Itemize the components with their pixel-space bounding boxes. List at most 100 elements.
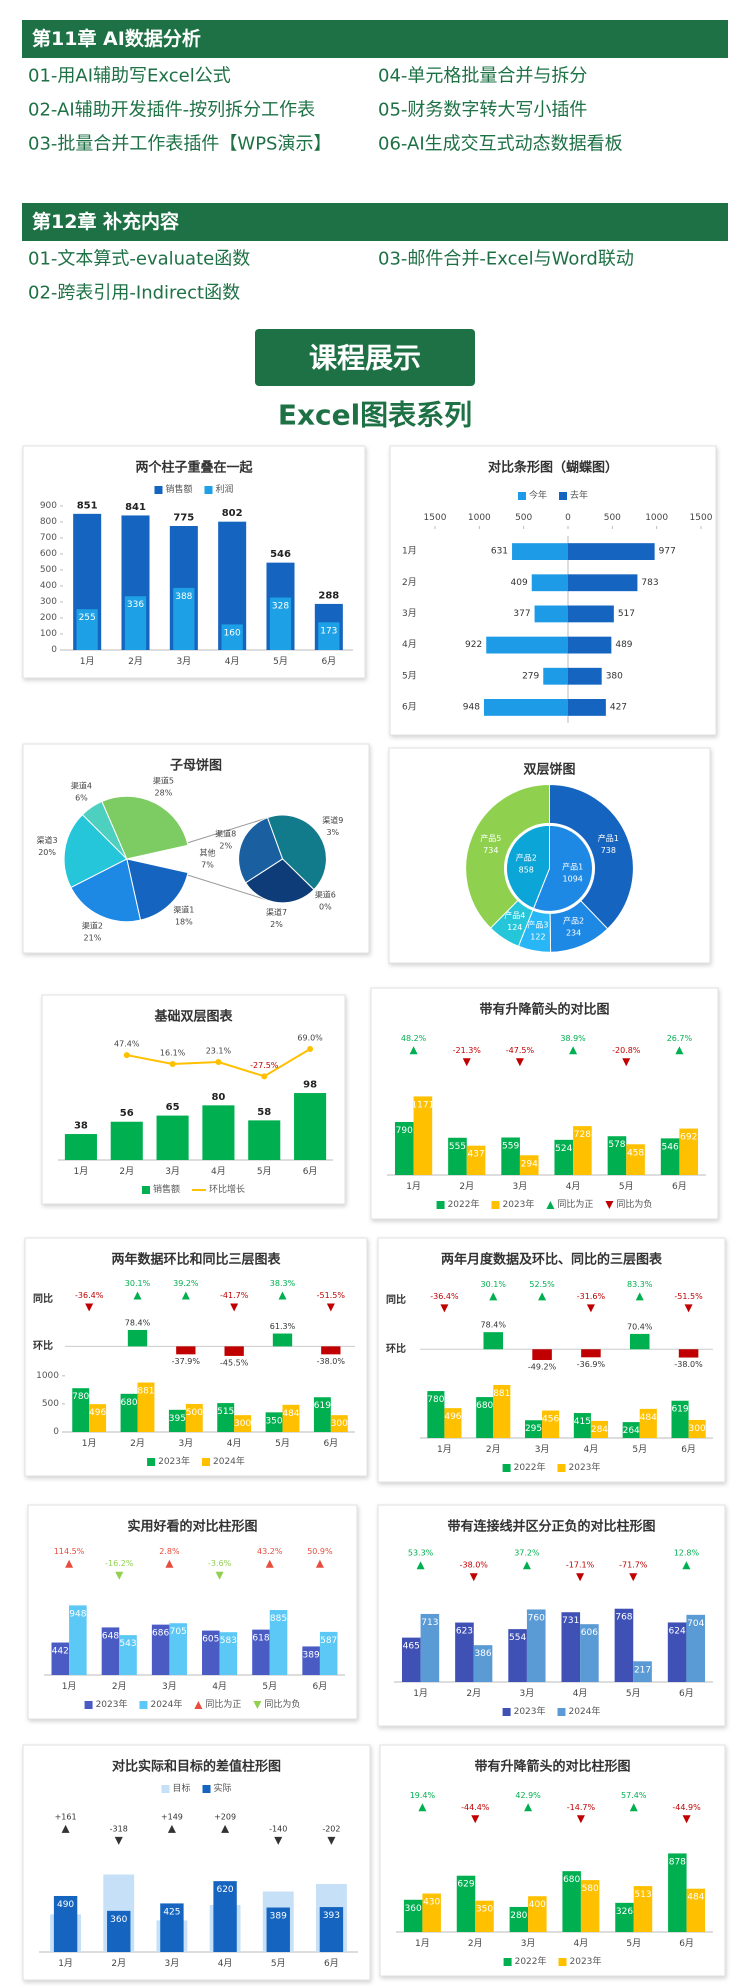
legend-label: 同比为正 [205,1698,241,1710]
chart-title: 带有升降箭头的对比图 [479,1002,609,1018]
value-label: 885 [270,1614,287,1624]
change-arrow [221,1824,230,1833]
bar [483,699,568,716]
bar [668,1853,687,1932]
chart-title: 对比条形图（蝴蝶图） [488,460,618,476]
value-label: 500 [186,1408,203,1418]
x-tick-label: 500 [604,513,621,523]
legend-label: 2024年 [213,1455,245,1467]
value-label: 680 [120,1398,137,1408]
x-tick-label: 1月 [62,1681,77,1692]
slice [63,813,128,889]
change-bar [483,1332,504,1350]
bar [615,1902,634,1932]
course-item: 06-AI生成交互式动态数据看板 [378,134,623,155]
change-label: -49.2% [528,1362,557,1371]
y-tick-label: 300 [40,597,57,607]
slice [266,814,327,891]
bar [444,1408,462,1438]
section-bar [22,20,728,58]
change-bar [532,1349,552,1360]
value-label: 790 [396,1126,413,1136]
bar [526,1609,546,1682]
course-item: 02-跨表引用-Indirect函数 [28,283,240,304]
x-tick-label: 6月 [681,1444,696,1455]
change-arrow [416,1561,425,1570]
legend-label: 今年 [529,489,547,501]
legend-swatch [253,1701,262,1709]
course-item: 01-用AI辅助写Excel公式 [28,66,231,87]
x-tick-label: 4月 [573,1688,588,1699]
bar [219,1632,238,1675]
x-tick-label: 3月 [165,1958,180,1969]
slice [126,858,189,921]
bar [580,1624,599,1682]
value-label: 496 [89,1408,106,1418]
bar [64,1134,97,1160]
bar [53,1895,78,1952]
bar [667,1622,687,1682]
slice-value: 122 [530,932,545,941]
value-label: 559 [502,1141,519,1151]
change-label: 26.7% [667,1034,693,1043]
value-label: 619 [314,1401,331,1411]
chart-title: 带有升降箭头的对比柱形图 [474,1759,630,1775]
change-label: 43.2% [257,1547,283,1556]
legend-swatch [503,1958,512,1966]
line-point [307,1046,314,1052]
bar [427,1391,445,1438]
bar [679,1128,699,1175]
value-label: 629 [457,1880,474,1890]
value-label: 409 [511,578,528,588]
value-label: 484 [640,1413,657,1423]
x-tick-label: 6月 [313,1681,328,1692]
slice-value: 7% [201,860,214,869]
bar [403,1899,423,1932]
line-point [123,1052,130,1059]
value-label: 386 [474,1649,491,1659]
slice-name: 产品4 [504,910,525,920]
bar [509,1906,529,1932]
value-label: 618 [252,1634,269,1644]
bar [562,1871,581,1932]
value-label: 465 [403,1642,420,1652]
x-tick-label: 0 [565,513,571,523]
value-label: 427 [610,702,627,712]
change-arrow [115,1571,124,1580]
value-label: 948 [69,1609,86,1619]
legend-label: 同比为负 [616,1198,652,1210]
bar [217,1403,235,1432]
legend-label: 利润 [216,483,234,495]
change-label: 30.1% [125,1279,151,1288]
change-label: -51.5% [317,1291,346,1300]
value-label: 578 [608,1140,625,1150]
value-label: 458 [627,1148,644,1158]
legend-swatch [202,1458,210,1466]
x-tick-label: 5月 [619,1181,634,1192]
x-tick-label: 4月 [212,1681,227,1692]
legend-label: 2024年 [569,1705,601,1717]
value-label: 350 [265,1416,282,1426]
x-tick-label: 1月 [415,1938,430,1949]
change-label: 61.3% [270,1322,296,1331]
bar [110,1121,143,1160]
legend-swatch [558,1958,567,1966]
legend-label: 2023年 [96,1698,128,1710]
section-title: 第12章 补充内容 [32,210,179,233]
change-label: 12.8% [674,1549,700,1558]
change-arrow [469,1573,478,1582]
x-tick-label: 1月 [82,1438,97,1449]
value-label: 704 [687,1619,704,1629]
bar [524,1420,543,1438]
change-label: -36.4% [75,1291,104,1300]
bar [568,605,614,623]
bar [173,587,195,650]
legend-label: 2023年 [570,1955,602,1967]
y-tick-label: 600 [40,549,57,559]
change-label: -38.0% [317,1357,346,1366]
legend-swatch [436,1201,445,1209]
bar [614,1608,634,1682]
value-label: 284 [591,1425,608,1435]
slice [506,824,550,909]
bar [294,1093,327,1160]
